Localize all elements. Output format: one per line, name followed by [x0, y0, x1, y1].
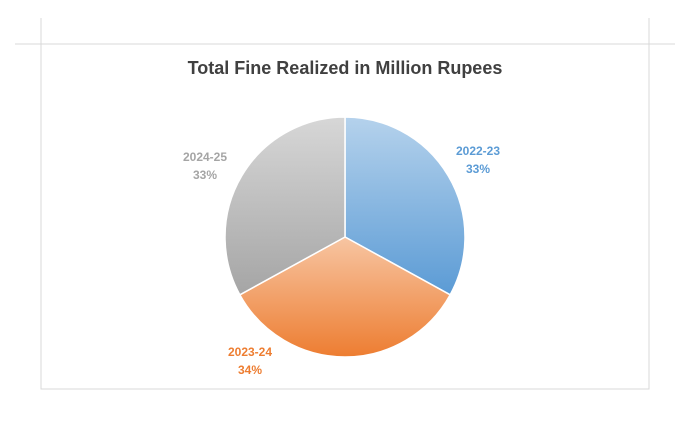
chart-title: Total Fine Realized in Million Rupees — [188, 58, 503, 78]
slice-label: 2024-25 — [183, 150, 227, 164]
slice-value-label: 33% — [466, 162, 490, 176]
slice-label: 2022-23 — [456, 144, 500, 158]
pie-slice — [224, 116, 346, 296]
pie-slice — [344, 116, 466, 296]
pie-slice — [238, 236, 452, 358]
slice-value-label: 33% — [193, 168, 217, 182]
slice-value-label: 34% — [238, 363, 262, 377]
slice-label: 2023-24 — [228, 345, 272, 359]
